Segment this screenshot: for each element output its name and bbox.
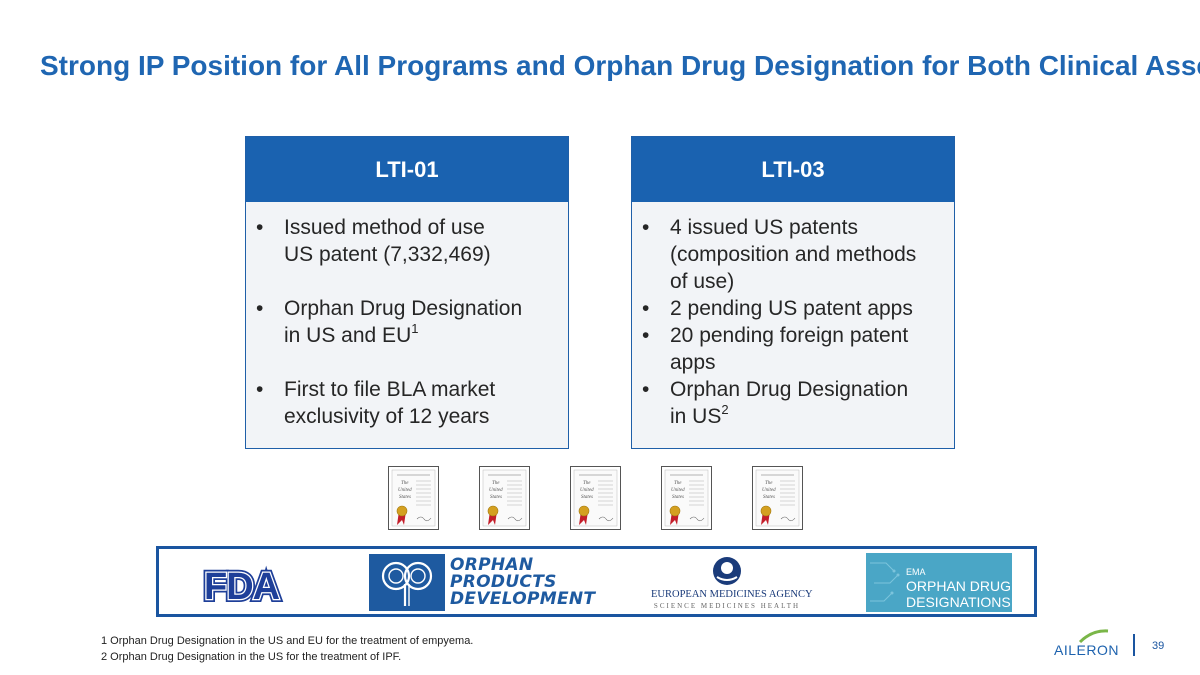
regulatory-logos-strip: FDA FDA FDA ORPHAN PRODUCTS DEVELOPMENT [156, 546, 1037, 617]
slide-title: Strong IP Position for All Programs and … [40, 50, 1200, 81]
lti-01-header: LTI-01 [246, 137, 568, 202]
patent-certificates: The United States The United States [388, 466, 804, 532]
patent-certificate-icon: The United States [752, 466, 803, 530]
lti-03-bullet-pending-foreign: 20 pending foreign patent apps [642, 322, 932, 376]
svg-text:FDA: FDA [204, 566, 280, 603]
lti-03-bullets: 4 issued US patents (composition and met… [632, 202, 954, 430]
svg-text:The: The [765, 481, 773, 486]
svg-text:States: States [490, 495, 502, 500]
svg-text:United: United [489, 488, 503, 493]
footnotes: 1 Orphan Drug Designation in the US and … [101, 633, 473, 665]
page-number: 39 [1152, 640, 1165, 652]
opd-wordmark: ORPHAN PRODUCTS DEVELOPMENT [450, 555, 596, 609]
footnote-ref-1: 1 [411, 321, 419, 336]
ema-emblem-icon [713, 557, 741, 585]
svg-text:United: United [398, 488, 412, 493]
footnote-ref-2: 2 [721, 402, 729, 417]
lti-03-card: LTI-03 4 issued US patents (composition … [631, 136, 955, 449]
svg-text:The: The [583, 481, 591, 486]
svg-text:United: United [762, 488, 776, 493]
svg-text:States: States [399, 495, 411, 500]
patent-certificate-icon: The United States [388, 466, 439, 530]
lti-03-header: LTI-03 [632, 137, 954, 202]
patent-certificate-icon: The United States [570, 466, 621, 530]
lti-03-bullet-pending-us: 2 pending US patent apps [642, 295, 932, 322]
svg-text:United: United [580, 488, 594, 493]
ema-logo: EUROPEAN MEDICINES AGENCY SCIENCE MEDICI… [651, 555, 813, 611]
svg-text:States: States [763, 495, 775, 500]
aileron-logo: AILERON [1054, 628, 1118, 662]
svg-text:FDA: FDA [204, 566, 280, 603]
svg-text:States: States [581, 495, 593, 500]
lti-03-bullet-issued: 4 issued US patents (composition and met… [642, 214, 932, 295]
footer-divider [1133, 634, 1135, 656]
orphan-products-development-logo: ORPHAN PRODUCTS DEVELOPMENT [369, 554, 595, 611]
svg-text:FDA: FDA [204, 566, 280, 603]
patent-certificate-icon: The United States [661, 466, 712, 530]
svg-text:The: The [492, 481, 500, 486]
aileron-swoosh-icon [1078, 629, 1109, 644]
svg-text:States: States [672, 495, 684, 500]
svg-text:The: The [401, 481, 409, 486]
fda-logo: FDA FDA FDA [203, 563, 284, 603]
circuit-pattern-icon [870, 562, 900, 602]
ema-orphan-designations-logo: EMA ORPHAN DRUG DESIGNATIONS [866, 553, 1012, 612]
svg-text:The: The [674, 481, 682, 486]
footnote-1: 1 Orphan Drug Designation in the US and … [101, 635, 474, 647]
opd-emblem-icon [369, 554, 445, 611]
svg-text:United: United [671, 488, 685, 493]
footnote-2: 2 Orphan Drug Designation in the US for … [101, 651, 402, 663]
patent-certificate-icon: The United States [479, 466, 530, 530]
